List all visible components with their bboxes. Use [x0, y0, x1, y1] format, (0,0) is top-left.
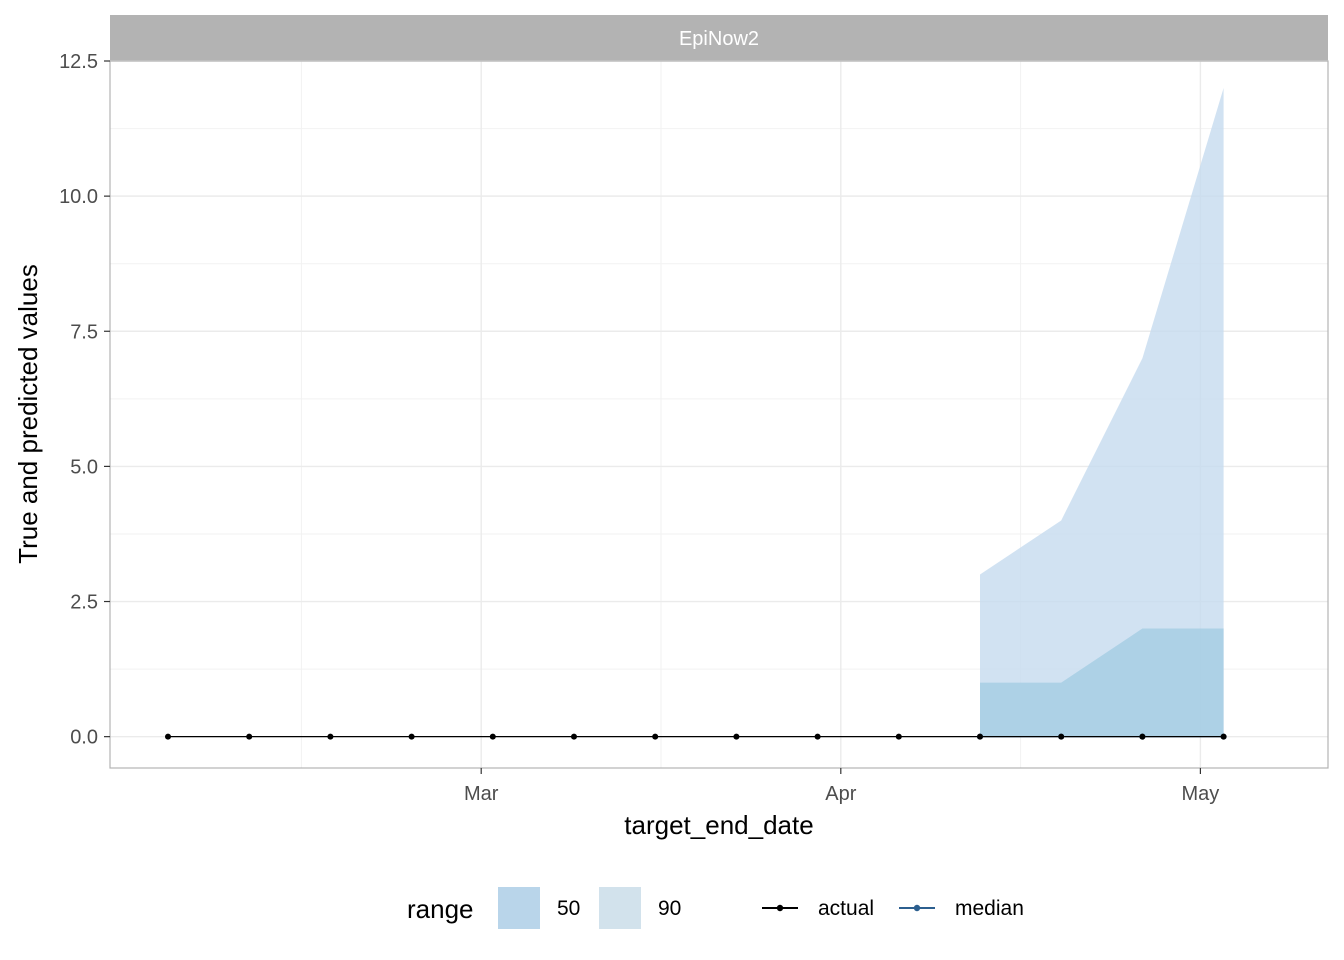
legend-key-median-point	[913, 904, 921, 912]
actual-point	[571, 733, 577, 740]
x-axis: Mar Apr May	[464, 768, 1219, 805]
actual-point	[1220, 733, 1227, 740]
actual-point	[977, 733, 983, 740]
facet-strip: EpiNow2	[110, 15, 1328, 61]
legend-label-actual: actual	[818, 897, 874, 920]
legend-title-range: range	[407, 894, 474, 924]
x-tick-label: Apr	[825, 783, 856, 805]
actual-point	[1058, 733, 1065, 740]
series-points	[165, 733, 1227, 740]
y-tick-label: 5.0	[70, 456, 98, 478]
legend-label-median: median	[955, 897, 1024, 920]
y-tick-label: 12.5	[59, 51, 98, 73]
actual-point	[489, 733, 496, 740]
y-tick-label: 7.5	[70, 321, 98, 343]
actual-point	[408, 733, 415, 740]
actual-point	[652, 733, 659, 740]
y-tick-label: 2.5	[70, 592, 98, 614]
actual-point	[327, 733, 334, 740]
legend-key-range-90	[599, 887, 641, 929]
actual-point	[895, 733, 902, 740]
range-band-90	[980, 88, 1224, 737]
legend-label-range-90: 90	[658, 897, 681, 920]
range-band-50	[980, 628, 1224, 737]
y-axis-title: True and predicted values	[13, 264, 43, 564]
legend-key-range-50	[498, 887, 540, 929]
actual-point	[1139, 733, 1146, 740]
panel-border	[109, 60, 1329, 769]
actual-point	[814, 733, 821, 740]
legend-key-actual-point	[776, 904, 784, 912]
y-tick-label: 10.0	[59, 186, 98, 208]
actual-point	[246, 733, 253, 740]
facet-title: EpiNow2	[679, 28, 759, 50]
legend: range 50 90 actual median	[407, 887, 1024, 929]
prediction-ranges	[980, 88, 1224, 737]
x-axis-title: target_end_date	[624, 810, 813, 840]
x-tick-label: Mar	[464, 783, 499, 805]
plot-panel	[109, 60, 1329, 769]
legend-label-range-50: 50	[557, 897, 580, 920]
actual-point	[733, 733, 740, 740]
y-axis: 0.0 2.5 5.0 7.5 10.0 12.5	[59, 51, 110, 749]
x-tick-label: May	[1182, 783, 1220, 805]
actual-point	[165, 733, 171, 740]
facet-strip-background	[110, 15, 1328, 61]
y-tick-label: 0.0	[70, 727, 98, 749]
